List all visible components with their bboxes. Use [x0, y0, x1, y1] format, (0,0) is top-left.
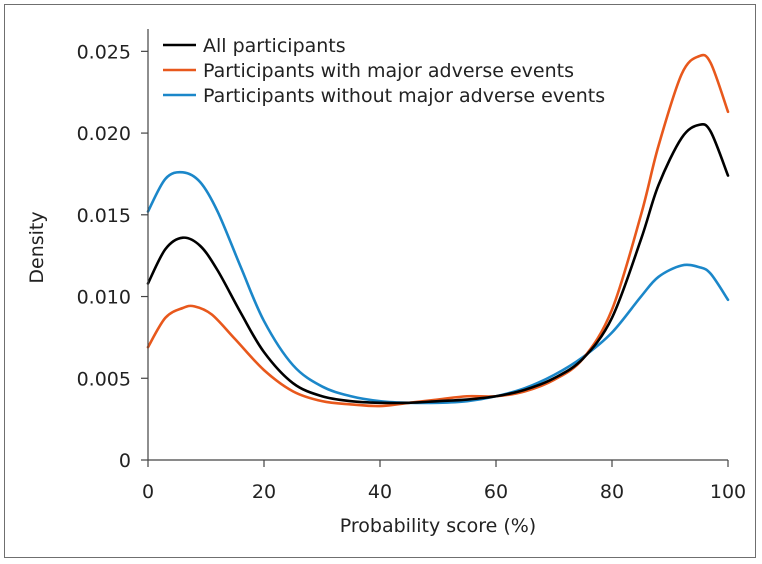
y-tick-label: 0.015	[77, 205, 131, 227]
series-line-without-major-adverse-events	[146, 170, 730, 405]
legend-label-with-mae: Participants with major adverse events	[203, 60, 574, 82]
y-tick-label: 0.025	[77, 41, 131, 63]
y-tick-label: 0.005	[77, 368, 131, 390]
x-tick-label: 20	[252, 481, 276, 503]
x-tick-label: 80	[600, 481, 624, 503]
y-tick-label: 0.020	[77, 123, 131, 145]
axes	[147, 29, 728, 461]
legend-label-without-mae: Participants without major adverse event…	[203, 85, 605, 107]
legend-label-all: All participants	[203, 35, 346, 57]
x-tick-label: 60	[484, 481, 508, 503]
y-axis-title: Density	[26, 211, 48, 283]
y-tick-label: 0.010	[77, 287, 131, 309]
x-axis-title: Probability score (%)	[340, 515, 536, 537]
legend: All participants Participants with major…	[163, 35, 605, 107]
x-tick-label: 100	[710, 481, 746, 503]
y-ticks: 0 0.005 0.010 0.015 0.020 0.025	[77, 41, 148, 472]
series-line-with-major-adverse-events	[146, 53, 730, 408]
x-tick-label: 0	[142, 481, 154, 503]
x-ticks: 0 20 40 60 80 100	[142, 460, 746, 503]
plot-lines	[146, 53, 730, 408]
y-tick-label: 0	[119, 450, 131, 472]
x-tick-label: 40	[368, 481, 392, 503]
series-line-all-participants	[146, 122, 730, 405]
